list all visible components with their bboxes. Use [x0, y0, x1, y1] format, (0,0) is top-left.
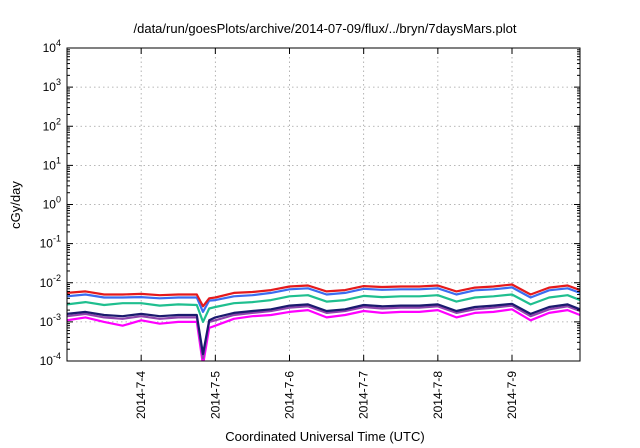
x-axis-label: Coordinated Universal Time (UTC) — [225, 429, 424, 444]
x-tick-label: 2014-7-7 — [357, 371, 371, 419]
y-tick-label: 10-2 — [40, 273, 61, 290]
y-tick-label: 104 — [43, 38, 61, 55]
grid — [67, 48, 580, 361]
x-axis: 2014-7-4 2014-7-5 2014-7-6 2014-7-7 2014-7-8… — [134, 48, 519, 419]
y-tick-label: 103 — [43, 77, 61, 94]
series-line — [67, 302, 580, 356]
y-tick-label: 100 — [43, 195, 61, 212]
y-tick-label: 10-1 — [40, 234, 61, 251]
y-axis: 10-4 10-3 10-2 10-1 100 101 102 103 104 — [40, 38, 580, 368]
y-tick-label: 102 — [43, 116, 61, 133]
x-tick-label: 2014-7-4 — [134, 371, 148, 419]
y-axis-label: cGy/day — [8, 181, 23, 229]
x-tick-label: 2014-7-9 — [505, 371, 519, 419]
series-line — [67, 286, 580, 313]
y-tick-label: 10-3 — [40, 312, 61, 329]
series-line — [67, 304, 580, 359]
x-tick-label: 2014-7-5 — [208, 371, 222, 419]
series-line — [67, 283, 580, 308]
y-tick-label: 10-4 — [40, 351, 61, 368]
series-line — [67, 293, 580, 323]
series-layer — [67, 283, 580, 361]
x-tick-label: 2014-7-6 — [283, 371, 297, 419]
chart-title: /data/run/goesPlots/archive/2014-07-09/f… — [134, 21, 517, 36]
x-tick-label: 2014-7-8 — [431, 371, 445, 419]
y-tick-label: 101 — [43, 155, 61, 172]
series-line — [67, 308, 580, 361]
